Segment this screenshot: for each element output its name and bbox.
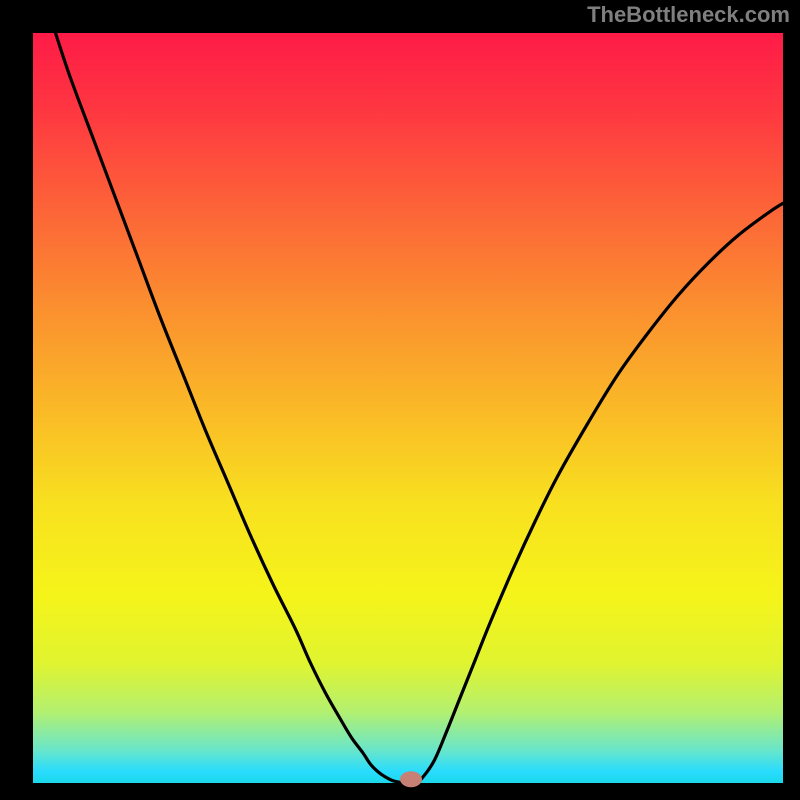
optimum-marker — [400, 771, 422, 787]
gradient-background — [33, 33, 783, 783]
watermark-text: TheBottleneck.com — [587, 2, 790, 28]
chart-svg — [0, 0, 800, 800]
